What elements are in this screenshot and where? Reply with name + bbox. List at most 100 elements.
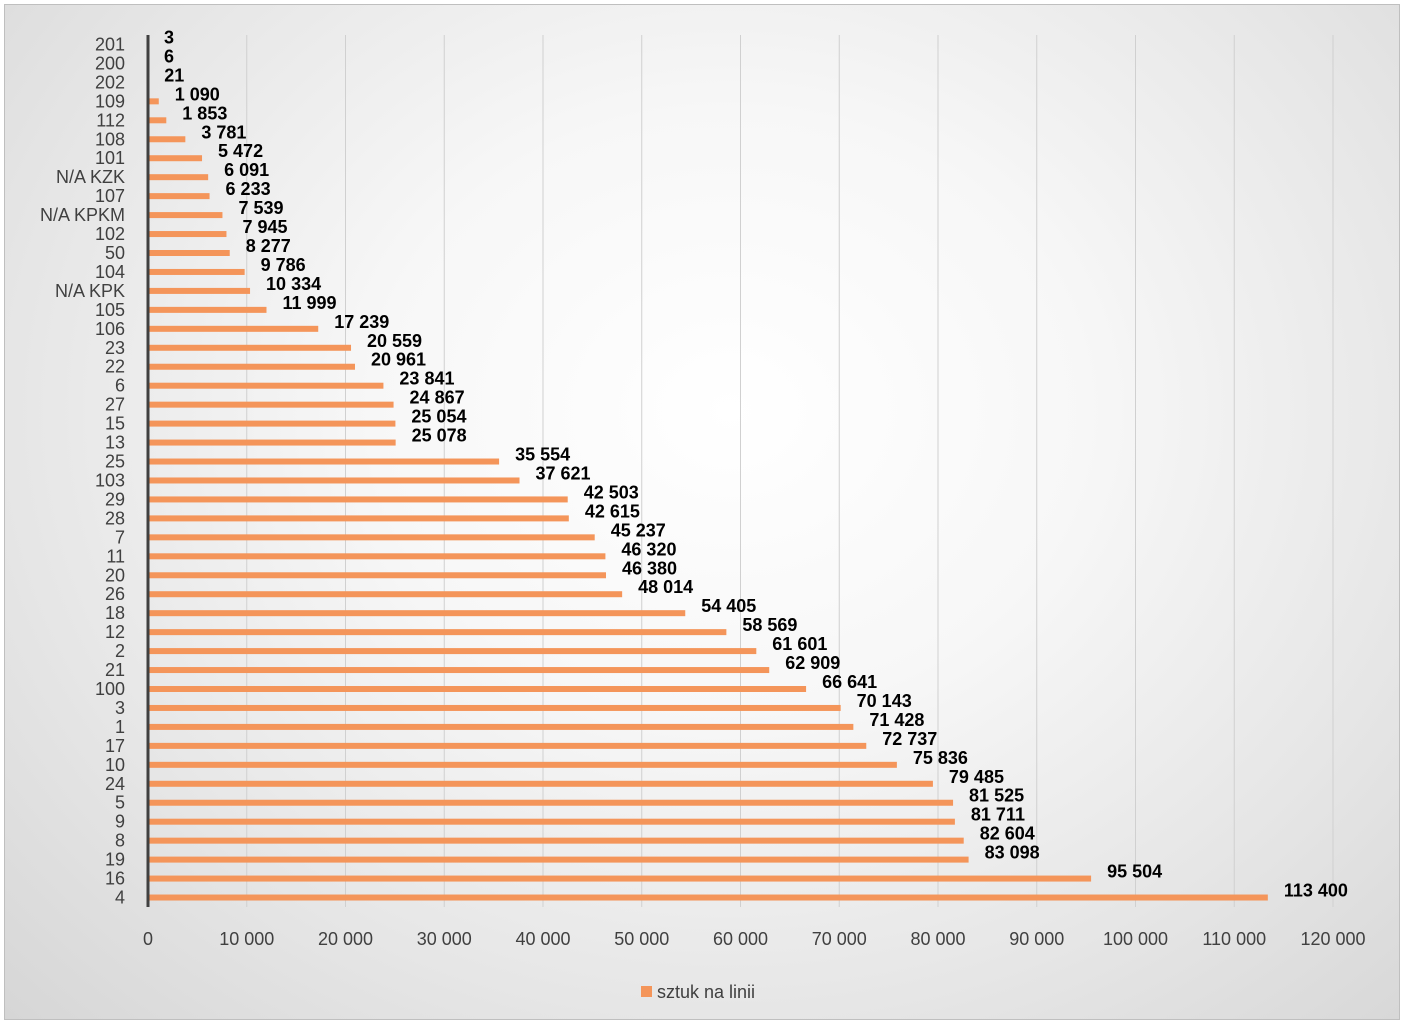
value-label: 7 539 [238,198,283,218]
x-tick-label: 40 000 [515,929,570,949]
value-label: 61 601 [772,634,827,654]
value-label: 79 485 [949,767,1004,787]
bar [148,553,606,560]
bar [148,382,384,389]
category-label: 101 [95,148,125,168]
bar [148,174,209,181]
category-label: 8 [115,831,125,851]
bar [148,344,352,351]
category-label: N/A KPK [55,281,125,301]
category-label: 22 [105,357,125,377]
bar [148,723,854,730]
value-label: 45 237 [611,520,666,540]
bar [148,780,933,787]
category-label: 50 [105,243,125,263]
category-label: 103 [95,470,125,490]
bar [148,496,568,503]
x-tick-label: 20 000 [318,929,373,949]
bar [148,363,355,370]
value-label: 3 781 [201,122,246,142]
bar [148,667,770,674]
value-label: 58 569 [742,615,797,635]
category-label: 3 [115,698,125,718]
x-tick-label: 30 000 [417,929,472,949]
bar [148,629,727,636]
category-label: 20 [105,565,125,585]
value-label: 21 [164,65,184,85]
bar [148,742,867,749]
value-label: 72 737 [882,729,937,749]
bar [148,799,954,806]
x-tick-label: 10 000 [219,929,274,949]
bars [148,41,1268,901]
value-label: 113 400 [1284,881,1348,901]
value-label: 10 334 [266,274,321,294]
category-label: 10 [105,755,125,775]
value-label: 11 999 [282,293,336,313]
bar [148,818,955,825]
bar [148,572,607,579]
category-label: 112 [96,110,125,130]
bar [148,401,394,408]
chart-frame: 201 200 202 109 112 108 101 N/A KZK 107 N/A KPKM 1… [4,4,1400,1020]
category-label: 6 [115,376,125,396]
category-label: 200 [95,53,125,73]
x-tick-label: 100 000 [1103,929,1168,949]
bar [148,117,167,124]
category-label: 108 [95,129,125,149]
bar [148,325,319,332]
gridlines [246,35,1334,907]
bar [148,193,210,200]
x-tick-label: 90 000 [1009,929,1064,949]
x-tick-label: 70 000 [812,929,867,949]
value-label: 75 836 [913,748,968,768]
x-tick-label: 120 000 [1300,929,1365,949]
category-label: 201 [95,34,125,54]
value-label: 37 621 [536,463,591,483]
value-label: 6 091 [224,160,269,180]
value-label: 66 641 [822,672,877,692]
category-label: 16 [105,869,125,889]
bar [148,761,897,768]
x-tick-labels: 0 10 000 20 000 30 000 40 000 50 000 60 000 70 … [143,929,1366,949]
value-label: 24 867 [410,388,465,408]
legend: sztuk na linii [641,982,755,1002]
category-label: 5 [115,793,125,813]
value-label: 70 143 [857,691,912,711]
value-label: 23 841 [399,369,454,389]
value-label: 62 909 [785,653,840,673]
value-label: 46 380 [622,558,677,578]
category-label: 28 [105,508,125,528]
category-label: 26 [105,584,125,604]
category-label: 29 [105,489,125,509]
value-label: 35 554 [515,445,570,465]
x-tick-label: 110 000 [1202,929,1266,949]
category-label: 2 [115,641,125,661]
value-label: 20 559 [367,331,422,351]
value-label: 71 428 [869,710,924,730]
bar [148,439,396,446]
x-tick-label: 80 000 [910,929,965,949]
category-label: 202 [95,72,125,92]
bar [148,534,595,541]
category-label: 24 [105,774,125,794]
bar [148,250,230,256]
legend-swatch [641,986,652,997]
value-label: 9 786 [261,255,306,275]
category-label: 18 [105,603,125,623]
bar [148,231,227,238]
value-label: 46 320 [621,539,676,559]
bar [148,875,1092,882]
bar [148,856,969,863]
value-label: 6 [164,46,174,66]
bar [148,704,841,711]
value-label: 1 090 [175,84,220,104]
bar [148,98,159,105]
category-label: 105 [95,300,125,320]
category-label: 107 [95,186,125,206]
legend-label: sztuk na linii [657,982,755,1002]
category-label: 21 [105,660,125,680]
